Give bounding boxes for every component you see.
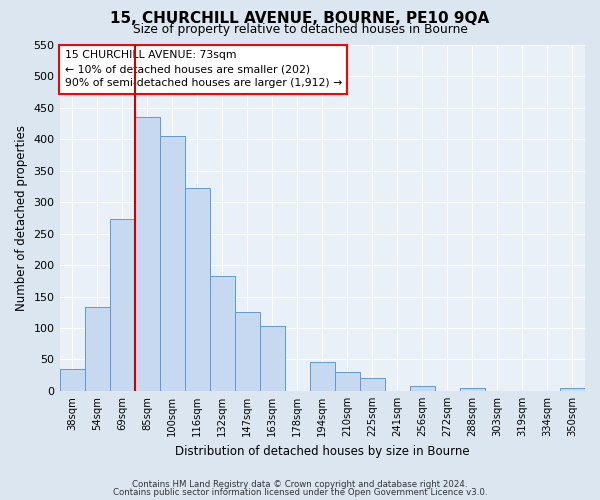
Bar [335, 372, 360, 391]
Bar [410, 386, 435, 391]
Bar [310, 362, 335, 391]
Bar [134, 118, 160, 391]
Text: 15, CHURCHILL AVENUE, BOURNE, PE10 9QA: 15, CHURCHILL AVENUE, BOURNE, PE10 9QA [110, 11, 490, 26]
X-axis label: Distribution of detached houses by size in Bourne: Distribution of detached houses by size … [175, 444, 470, 458]
Bar [160, 136, 185, 391]
Bar [185, 188, 209, 391]
Text: Contains public sector information licensed under the Open Government Licence v3: Contains public sector information licen… [113, 488, 487, 497]
Y-axis label: Number of detached properties: Number of detached properties [15, 125, 28, 311]
Bar [460, 388, 485, 391]
Bar [560, 388, 585, 391]
Bar [235, 312, 260, 391]
Bar [85, 308, 110, 391]
Bar [360, 378, 385, 391]
Bar [260, 326, 285, 391]
Text: 15 CHURCHILL AVENUE: 73sqm
← 10% of detached houses are smaller (202)
90% of sem: 15 CHURCHILL AVENUE: 73sqm ← 10% of deta… [65, 50, 342, 88]
Text: Size of property relative to detached houses in Bourne: Size of property relative to detached ho… [133, 22, 467, 36]
Bar [209, 276, 235, 391]
Bar [59, 369, 85, 391]
Text: Contains HM Land Registry data © Crown copyright and database right 2024.: Contains HM Land Registry data © Crown c… [132, 480, 468, 489]
Bar [110, 219, 134, 391]
